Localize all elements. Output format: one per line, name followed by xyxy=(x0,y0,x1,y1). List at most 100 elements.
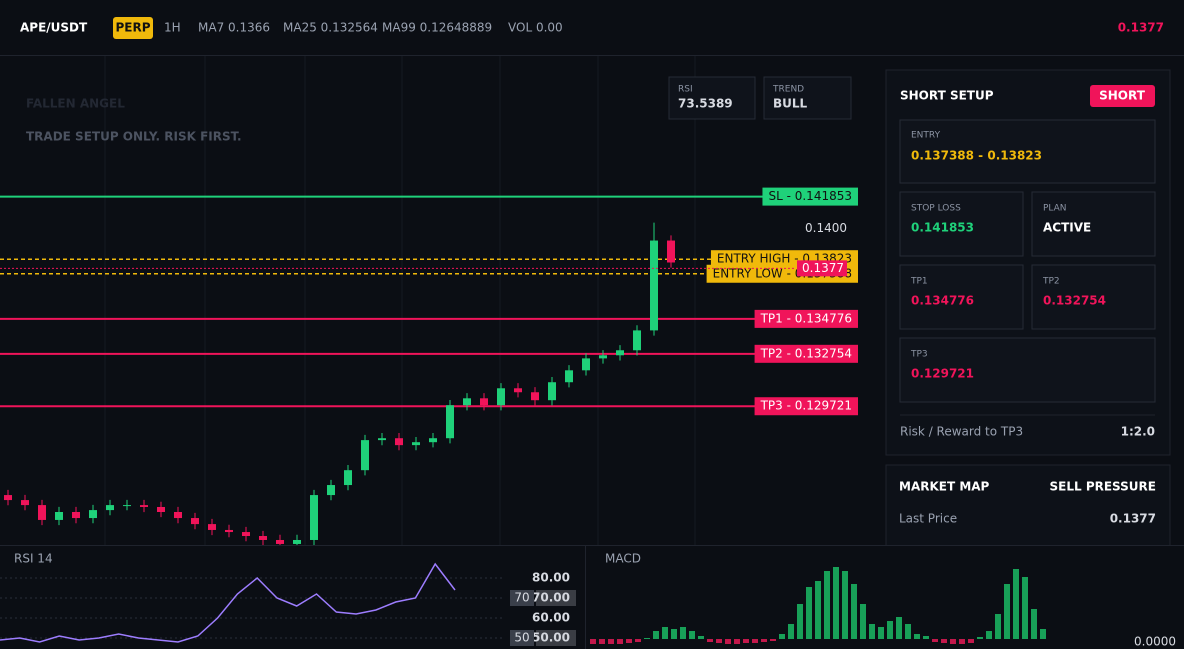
candle-body xyxy=(361,440,369,471)
stat-value: 73.5389 xyxy=(678,97,733,111)
candle-body xyxy=(633,330,641,351)
histogram-bar xyxy=(842,571,848,639)
ma25: MA25 0.132564 xyxy=(283,21,378,35)
candle-body xyxy=(480,398,488,406)
histogram-bar xyxy=(1031,609,1037,639)
y-tick-label: 60.00 xyxy=(532,611,570,625)
histogram-bar xyxy=(599,639,605,644)
histogram-bar xyxy=(851,584,857,639)
market-panel xyxy=(885,464,1171,556)
y-tick-label: 70.00 xyxy=(532,591,570,605)
histogram-bar xyxy=(932,639,938,642)
candle-body xyxy=(344,470,352,486)
histogram-bar xyxy=(617,639,623,644)
histogram-bar xyxy=(815,581,821,639)
candle-body xyxy=(72,511,80,519)
histogram-bar xyxy=(905,624,911,639)
badge: PERP xyxy=(115,21,150,35)
pair[interactable]: APE/USDT xyxy=(20,21,88,35)
histogram-bar xyxy=(1013,569,1019,639)
card-value: 0.141853 xyxy=(911,221,974,235)
histogram-bar xyxy=(797,604,803,639)
histogram-bar xyxy=(806,587,812,639)
rsi-chart: 80.00 70.00 60.00 50.00 70 50 xyxy=(0,562,576,646)
card-label: STOP LOSS xyxy=(911,204,961,214)
candle-body xyxy=(429,438,437,443)
histogram-bar xyxy=(752,639,758,643)
histogram-bar xyxy=(680,627,686,639)
candle-body xyxy=(667,240,675,263)
histogram-bar xyxy=(716,639,722,643)
candle-body xyxy=(412,442,420,446)
badge-bg xyxy=(113,17,153,39)
histogram-bar xyxy=(1022,577,1028,639)
histogram-bar xyxy=(959,639,965,644)
level-tag-bg xyxy=(754,344,858,363)
histogram-bar xyxy=(788,624,794,639)
histogram-bar xyxy=(986,631,992,639)
level-tag: TP3 - 0.129721 xyxy=(760,399,852,413)
candle-body xyxy=(276,539,284,544)
level-tag-bg xyxy=(754,309,858,328)
market-title: MARKET MAP xyxy=(899,480,990,494)
level-tag: SL - 0.141853 xyxy=(768,189,852,203)
histogram-bar xyxy=(914,634,920,639)
y-tick-label: 0.1400 xyxy=(805,221,847,235)
stat-card xyxy=(668,76,756,120)
candle-body xyxy=(259,536,267,540)
short-badge-bg[interactable] xyxy=(1090,85,1155,107)
market-status: SELL PRESSURE xyxy=(1050,480,1156,494)
level-box xyxy=(536,630,576,646)
setup-card xyxy=(899,337,1156,403)
candle-body xyxy=(582,358,590,371)
tagline: TRADE SETUP ONLY. RISK FIRST. xyxy=(26,130,242,144)
histogram-bar xyxy=(689,631,695,639)
y-tick-label: 50.00 xyxy=(532,631,570,645)
timeframe[interactable]: 1H xyxy=(164,21,181,35)
histogram-bar xyxy=(698,636,704,639)
candle-body xyxy=(327,485,335,496)
card-label: PLAN xyxy=(1043,204,1067,214)
candle-body xyxy=(565,370,573,383)
macd-chart: 0.0000 xyxy=(590,567,1176,649)
level-marker-bg xyxy=(510,590,534,606)
level-marker: 70 xyxy=(514,591,529,605)
histogram-bar xyxy=(671,629,677,639)
candle-body xyxy=(497,388,505,406)
card-label: TP2 xyxy=(1042,277,1060,287)
entry-value: 0.137388 - 0.13823 xyxy=(911,149,1042,163)
candle-body xyxy=(38,505,46,520)
market-row-label: Last Price xyxy=(899,512,957,526)
histogram-bar xyxy=(725,639,731,644)
setup-card xyxy=(899,191,1024,257)
candle-body xyxy=(293,539,301,544)
histogram-bar xyxy=(923,636,929,639)
level-tag: TP1 - 0.134776 xyxy=(760,311,852,325)
histogram-bar xyxy=(878,627,884,639)
rsi-line xyxy=(0,562,456,643)
candle-body xyxy=(140,505,148,507)
entry-card xyxy=(899,119,1156,184)
histogram-bar xyxy=(887,621,893,639)
histogram-bar xyxy=(833,567,839,639)
candle-body xyxy=(242,532,250,537)
histogram-bar xyxy=(662,627,668,639)
market-row-value: 0.1377 xyxy=(1110,512,1156,526)
candle-body xyxy=(514,388,522,393)
histogram-bar xyxy=(626,639,632,643)
current-tag: 0.1377 xyxy=(802,261,844,275)
short-badge[interactable]: SHORT xyxy=(1099,89,1146,103)
rr-label: Risk / Reward to TP3 xyxy=(900,425,1023,439)
candle-body xyxy=(310,495,318,540)
candle-body xyxy=(378,438,386,441)
level-tag-bg xyxy=(762,187,858,206)
entry-label: ENTRY xyxy=(911,131,941,141)
candle-body xyxy=(4,495,12,501)
histogram-bar xyxy=(653,631,659,639)
level-tag-bg xyxy=(754,397,858,416)
current-tag-bg xyxy=(797,260,847,277)
candle-body xyxy=(650,240,658,331)
candle-body xyxy=(446,405,454,439)
